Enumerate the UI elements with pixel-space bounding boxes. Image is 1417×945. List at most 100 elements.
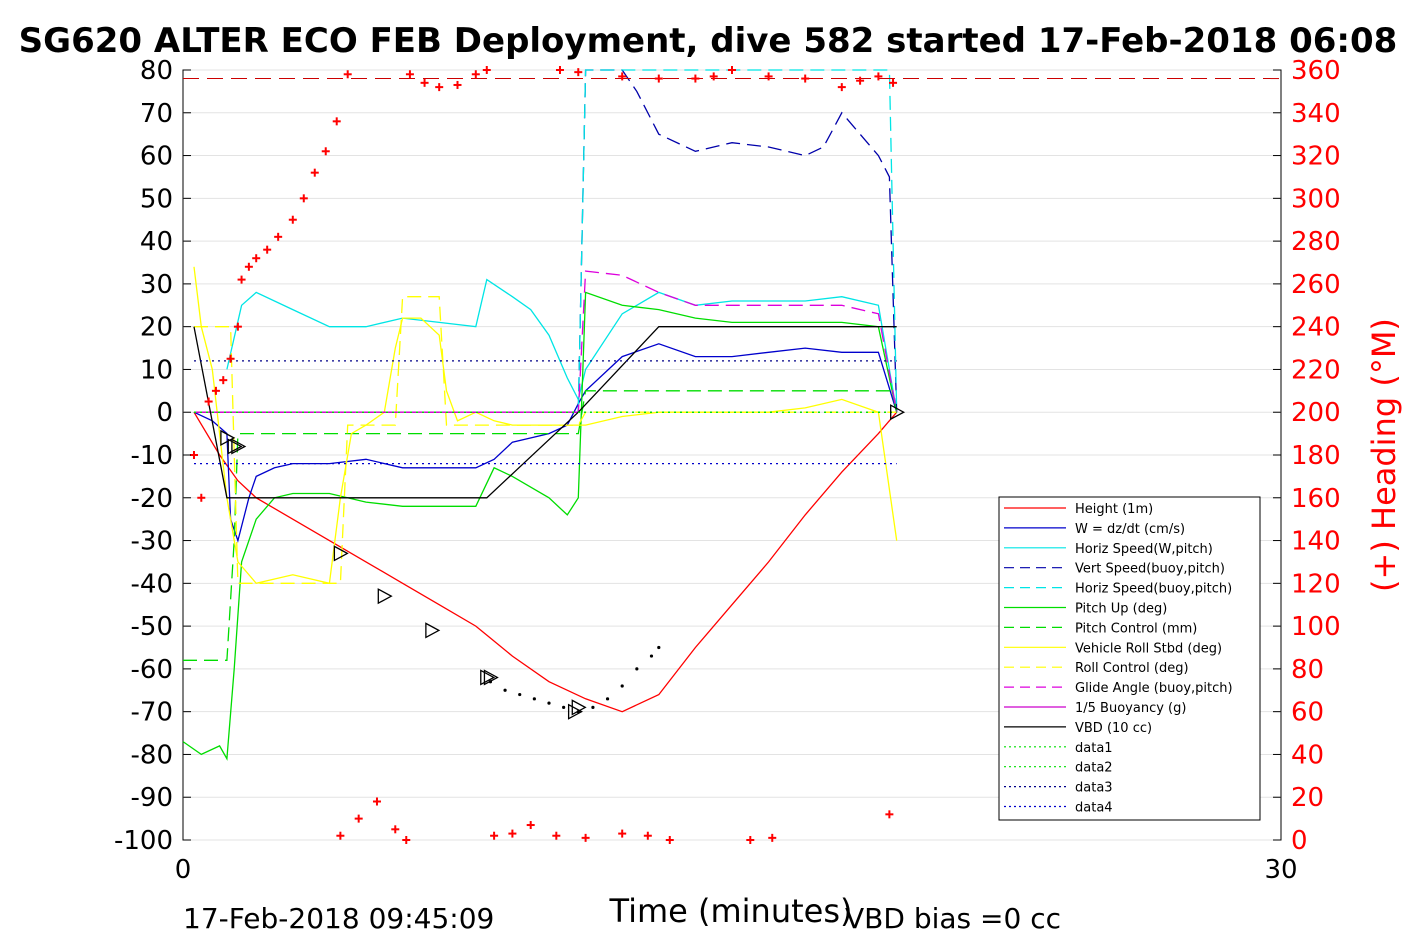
heading-marker (197, 493, 206, 502)
heading-marker (581, 833, 590, 842)
heading-marker (885, 810, 894, 819)
y-left-tick-label: -60 (131, 655, 173, 685)
y-left-tick-label: -80 (131, 740, 173, 770)
heading-marker (402, 836, 411, 844)
y-right-tick-label: 280 (1291, 227, 1341, 257)
legend-label: Roll Control (deg) (1075, 661, 1189, 676)
heading-marker (343, 70, 352, 79)
y-right-tick-label: 300 (1291, 184, 1341, 214)
legend-entry: Height (1m) (1004, 502, 1153, 517)
y-right-tick-label: 20 (1291, 783, 1324, 813)
legend-label: Horiz Speed(W,pitch) (1075, 542, 1213, 557)
heading-marker (263, 245, 272, 254)
heading-marker (252, 254, 261, 263)
heading-marker (288, 215, 297, 224)
legend-entry: Horiz Speed(W,pitch) (1004, 542, 1213, 557)
heading-marker (574, 68, 583, 77)
legend-entry: Roll Control (deg) (1004, 661, 1189, 676)
legend-label: 1/5 Buoyancy (g) (1075, 701, 1186, 716)
series-line-4 (577, 69, 898, 413)
legend-entry: Vehicle Roll Stbd (deg) (1004, 641, 1222, 656)
triangle-marker (377, 588, 393, 605)
legend-entry: Pitch Up (deg) (1004, 602, 1167, 617)
heading-marker (391, 825, 400, 834)
series-layer (182, 69, 1281, 761)
y-left-tick-label: -40 (131, 569, 173, 599)
legend-entry: VBD (10 cc) (1004, 721, 1152, 736)
y-right-tick-label: 100 (1291, 612, 1341, 642)
y-left-tick-label: 0 (156, 398, 173, 428)
legend-entry: W = dz/dt (cm/s) (1004, 522, 1185, 537)
legend-entry: data2 (1004, 761, 1113, 776)
dot-marker (532, 697, 536, 701)
y-right-tick-label: 220 (1291, 355, 1341, 385)
triangle-marker (220, 429, 236, 446)
footer-vbd-bias: VBD bias =0 cc (845, 902, 1061, 935)
legend-label: Pitch Up (deg) (1075, 602, 1167, 617)
heading-marker (728, 66, 736, 74)
legend-box (998, 496, 1261, 821)
series-line-2 (226, 278, 898, 413)
triangle-marker (480, 669, 496, 686)
legend-entry: 1/5 Buoyancy (g) (1004, 701, 1186, 716)
x-axis-label: Time (minutes) (609, 892, 853, 930)
y-left-tick-label: 80 (140, 56, 173, 86)
dot-marker (547, 701, 551, 705)
y-right-tick-label: 320 (1291, 142, 1341, 172)
dot-marker (649, 654, 654, 658)
heading-marker (665, 836, 674, 844)
y-right-tick-label: 200 (1291, 398, 1341, 428)
y-left-tick-label: 20 (140, 313, 173, 343)
heading-marker (204, 397, 213, 406)
dot-marker (591, 705, 595, 709)
legend-label: Vert Speed(buoy,pitch) (1075, 562, 1225, 577)
y-right-tick-label: 160 (1291, 484, 1341, 514)
heading-marker (654, 74, 663, 83)
legend-label: data1 (1075, 741, 1113, 756)
heading-marker (889, 78, 898, 87)
series-line-1 (193, 343, 898, 543)
legend-entry: Pitch Control (mm) (1004, 621, 1197, 636)
heading-marker (274, 232, 283, 241)
y-left-tick-label: -100 (114, 826, 173, 856)
dot-marker (518, 692, 522, 697)
y-left-tick-label: -10 (131, 441, 173, 471)
legend-label: Vehicle Roll Stbd (deg) (1075, 641, 1222, 656)
y-left-tick-label: 40 (140, 227, 173, 257)
triangle-marker (567, 703, 583, 720)
legend-entry: data1 (1004, 741, 1113, 756)
heading-marker (837, 83, 846, 92)
heading-marker (435, 83, 444, 92)
x-tick-label: 30 (1264, 855, 1297, 885)
legend-label: W = dz/dt (cm/s) (1075, 522, 1185, 537)
legend-entry: Horiz Speed(buoy,pitch) (1004, 582, 1232, 597)
heading-marker (321, 147, 330, 156)
heading-marker (552, 831, 561, 840)
heading-marker (453, 80, 462, 89)
y-left-tick-label: 50 (140, 184, 173, 214)
heading-marker (508, 829, 517, 838)
y-right-tick-label: 140 (1291, 527, 1341, 557)
y-left-tick-label: 30 (140, 270, 173, 300)
axes-layer: 80706050403020100-10-20-30-40-50-60-70-8… (114, 56, 1341, 885)
heading-marker (299, 194, 308, 203)
legend-entry: data4 (1004, 801, 1113, 816)
heading-marker (372, 797, 381, 806)
heading-marker (801, 74, 810, 83)
heading-marker (354, 814, 363, 823)
heading-marker (856, 76, 865, 85)
heading-marker (310, 168, 319, 177)
heading-marker (336, 831, 345, 840)
markers-layer (189, 66, 906, 844)
dot-marker (503, 688, 507, 692)
heading-marker (211, 386, 220, 395)
legend-entry: Vert Speed(buoy,pitch) (1004, 562, 1225, 577)
x-tick-label: 0 (175, 855, 192, 885)
legend-entry: Glide Angle (buoy,pitch) (1004, 681, 1233, 696)
y-right-tick-label: 40 (1291, 740, 1324, 770)
heading-marker (618, 829, 627, 838)
heading-marker (555, 66, 564, 74)
dot-marker (562, 705, 566, 709)
triangle-marker (227, 438, 243, 455)
